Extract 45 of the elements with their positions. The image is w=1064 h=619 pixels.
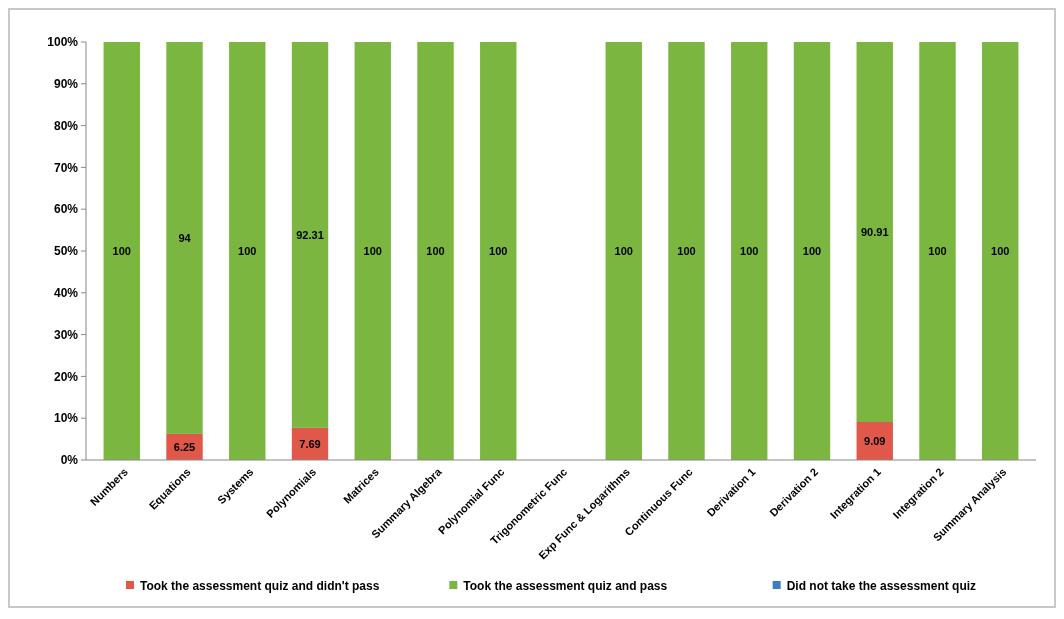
data-label: 100 <box>614 244 633 257</box>
y-tick-label: 70% <box>53 160 79 175</box>
bar <box>856 42 893 422</box>
data-label: 100 <box>112 244 131 257</box>
bar <box>166 42 203 434</box>
bar <box>291 42 329 428</box>
y-tick-label: 60% <box>53 202 79 217</box>
y-tick-label: 80% <box>53 118 79 133</box>
data-label: 9.09 <box>864 434 886 447</box>
data-label: 7.69 <box>299 437 321 450</box>
y-tick-label: 10% <box>53 411 79 426</box>
data-label: 100 <box>740 244 759 257</box>
bar <box>982 42 1019 460</box>
legend-label: Did not take the assessment quiz <box>786 578 977 593</box>
y-tick-label: 20% <box>53 369 79 384</box>
data-label: 100 <box>928 244 947 257</box>
y-tick-label: 100% <box>47 35 79 50</box>
bar <box>229 42 266 460</box>
bar <box>668 42 705 460</box>
y-tick-label: 40% <box>53 286 79 300</box>
bar <box>103 42 140 460</box>
bar <box>731 42 768 460</box>
data-label: 90.91 <box>860 225 889 238</box>
data-label: 94 <box>178 231 192 244</box>
data-label: 100 <box>489 244 508 257</box>
data-label: 100 <box>677 244 696 257</box>
y-tick-label: 90% <box>53 77 79 91</box>
bar <box>480 42 517 460</box>
bar <box>605 42 642 460</box>
data-label: 100 <box>238 244 257 257</box>
data-label: 100 <box>802 244 822 257</box>
data-label: 92.31 <box>296 228 324 241</box>
y-tick-label: 30% <box>53 327 79 342</box>
data-label: 100 <box>363 244 382 257</box>
bar <box>919 42 956 460</box>
data-label: 6.25 <box>173 440 196 453</box>
data-label: 100 <box>991 244 1010 257</box>
legend-label: Took the assessment quiz and didn't pass <box>140 578 380 593</box>
legend-label: Took the assessment quiz and pass <box>463 578 668 593</box>
bar <box>793 42 831 460</box>
bar <box>417 42 454 460</box>
data-label: 100 <box>426 244 445 257</box>
y-tick-label: 0% <box>60 453 79 468</box>
bar <box>354 42 391 460</box>
y-tick-label: 50% <box>53 244 79 259</box>
